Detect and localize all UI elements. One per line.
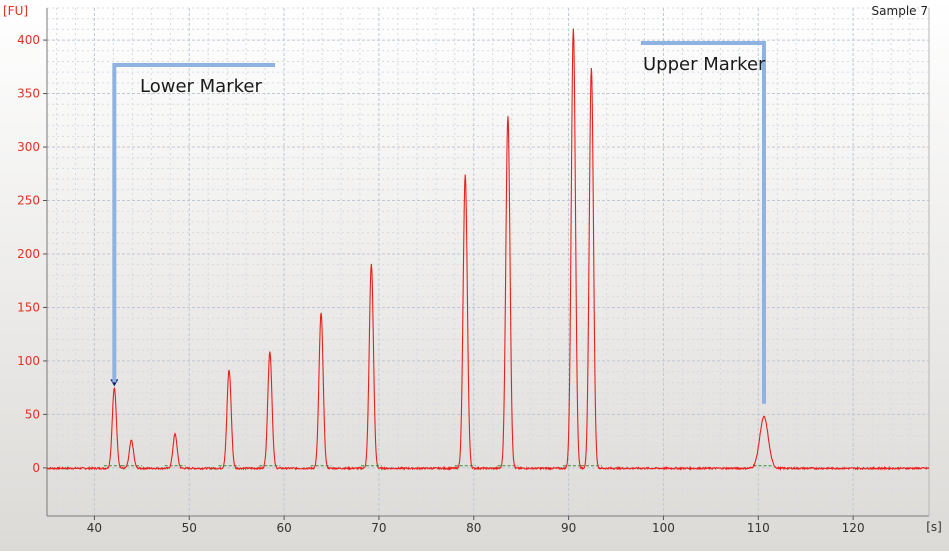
x-tick-label: 90 [561, 521, 576, 535]
x-tick-label: 70 [371, 521, 386, 535]
axis-layer: 40 50 60 70 80 90 100 110 120 0 50 100 150 200 250 300 3… [17, 8, 930, 535]
x-tick-label: 120 [842, 521, 865, 535]
sample-label: Sample 7 [872, 4, 928, 18]
y-tick-label: 350 [17, 87, 40, 101]
grid-layer [47, 7, 930, 516]
y-axis-unit: [FU] [3, 4, 28, 18]
y-tick-label: 300 [17, 140, 40, 154]
y-tick-label: 100 [17, 354, 40, 368]
x-axis-unit: [s] [926, 520, 942, 534]
signal-trace [46, 28, 930, 472]
annotation-layer: Lower Marker Upper Marker [110, 41, 766, 404]
y-tick-label: 0 [32, 461, 40, 475]
x-tick-label: 80 [466, 521, 481, 535]
lower-marker-bracket [112, 63, 275, 383]
series-layer [46, 28, 930, 472]
x-tick-label: 50 [182, 521, 197, 535]
y-tick-label: 400 [17, 33, 40, 47]
upper-marker-bracket [641, 41, 766, 404]
y-tick-label: 150 [17, 300, 40, 314]
upper-marker-label: Upper Marker [643, 54, 766, 75]
x-tick-label: 110 [747, 521, 770, 535]
y-tick-label: 200 [17, 247, 40, 261]
x-tick-label: 40 [87, 521, 102, 535]
y-tick-label: 250 [17, 194, 40, 208]
lower-marker-label: Lower Marker [140, 76, 262, 97]
x-tick-label: 60 [276, 521, 291, 535]
y-tick-label: 50 [25, 407, 40, 421]
x-tick-label: 100 [652, 521, 675, 535]
